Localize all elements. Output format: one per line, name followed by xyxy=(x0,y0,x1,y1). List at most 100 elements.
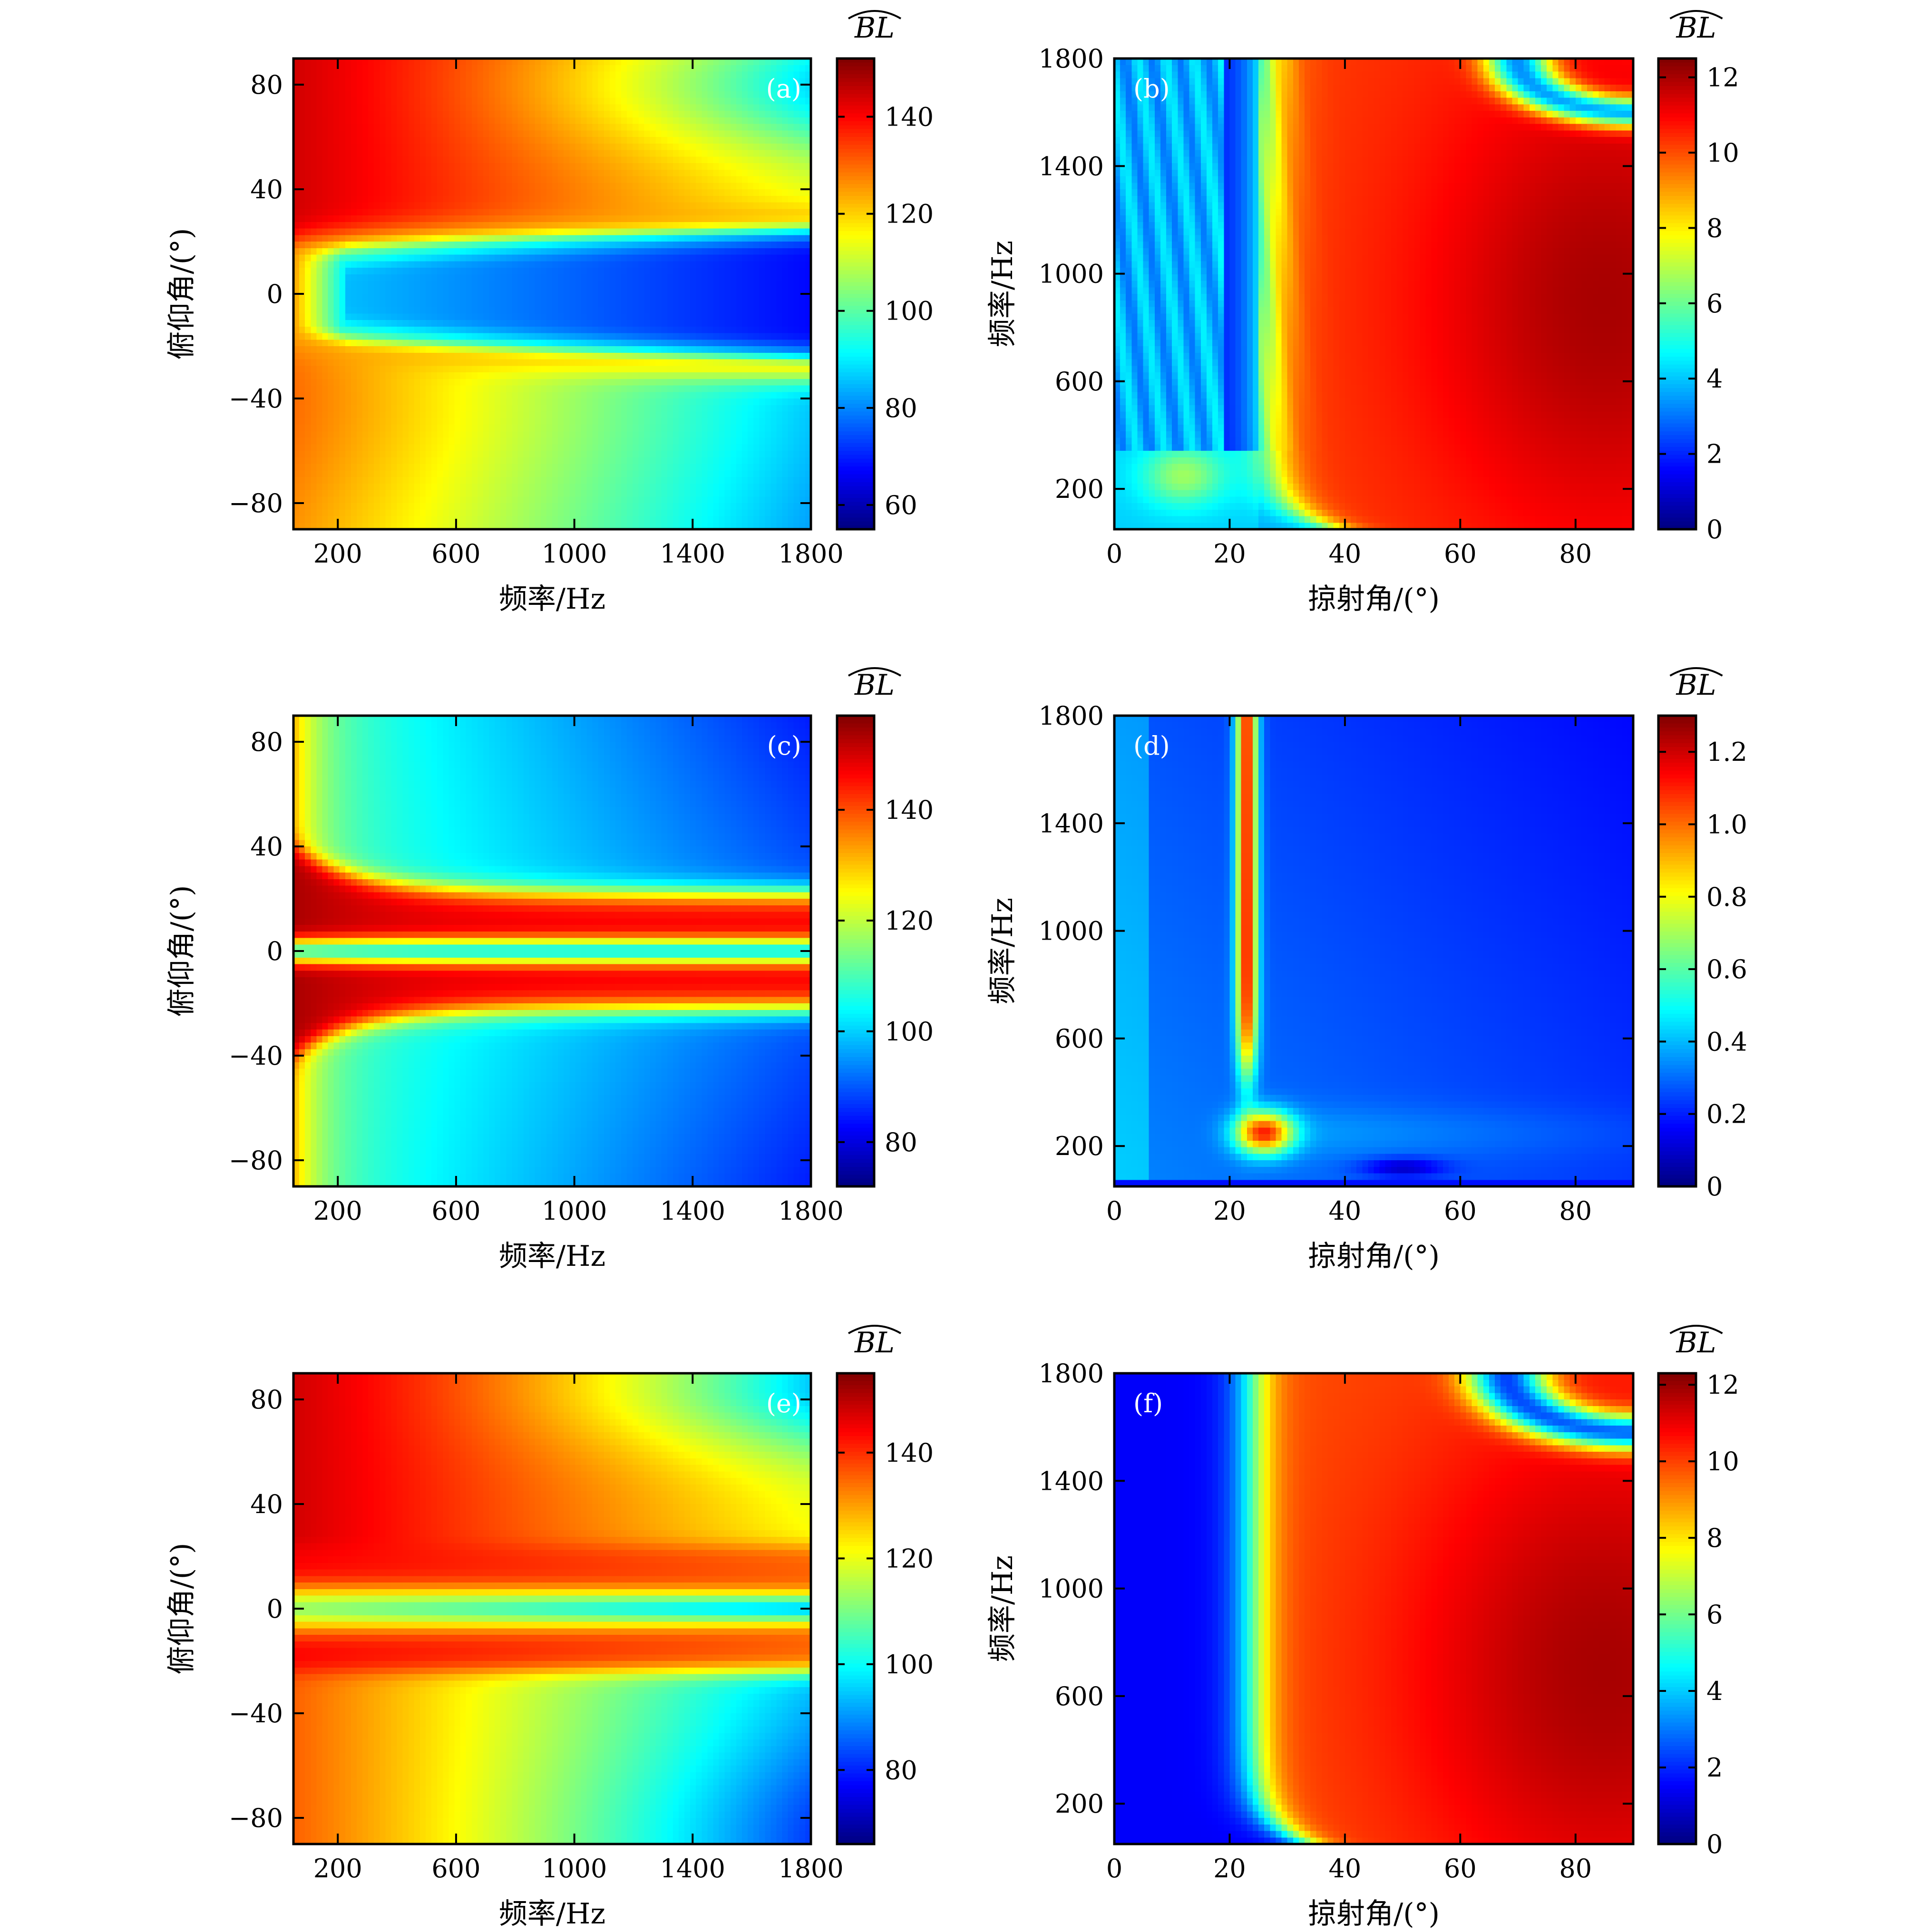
heatmap-cell xyxy=(311,65,317,72)
heatmap-cell xyxy=(472,65,478,72)
heatmap-cell xyxy=(753,91,760,98)
heatmap-cell xyxy=(552,65,558,72)
heatmap-cell xyxy=(431,104,438,111)
heatmap-cell xyxy=(650,85,656,92)
heatmap-cell xyxy=(650,91,656,98)
heatmap-cell xyxy=(725,72,731,79)
heatmap-cell xyxy=(679,72,685,79)
heatmap-cell xyxy=(725,85,731,92)
heatmap-cell xyxy=(403,104,409,111)
heatmap-cell xyxy=(593,78,599,85)
heatmap-cell xyxy=(713,104,719,111)
heatmap-cell xyxy=(707,72,713,79)
heatmap-cell xyxy=(581,98,587,105)
heatmap-cell xyxy=(782,111,789,118)
heatmap-cell xyxy=(299,72,305,79)
heatmap-cell xyxy=(524,85,530,92)
heatmap-cell xyxy=(524,78,530,85)
heatmap-cell xyxy=(799,104,806,111)
heatmap-cell xyxy=(448,72,455,79)
heatmap-cell xyxy=(478,65,484,72)
heatmap-cell xyxy=(552,91,558,98)
heatmap-cell xyxy=(483,111,489,118)
heatmap-cell xyxy=(742,72,748,79)
heatmap-cell xyxy=(788,111,794,118)
heatmap-cell xyxy=(759,104,765,111)
heatmap-cell xyxy=(598,91,604,98)
heatmap-cell xyxy=(495,65,501,72)
heatmap-cell xyxy=(587,91,593,98)
heatmap-cell xyxy=(656,104,662,111)
heatmap-cell xyxy=(731,65,737,72)
heatmap-cell xyxy=(334,65,340,72)
heatmap-cell xyxy=(334,72,340,79)
heatmap-cell xyxy=(598,117,604,125)
heatmap-cell xyxy=(753,65,760,72)
heatmap-cell xyxy=(299,104,305,111)
heatmap-cell xyxy=(742,85,748,92)
heatmap-cell xyxy=(454,78,460,85)
heatmap-cell xyxy=(403,72,409,79)
heatmap-cell xyxy=(627,91,633,98)
heatmap-cell xyxy=(742,98,748,105)
heatmap-cell xyxy=(593,98,599,105)
heatmap-cell xyxy=(397,78,403,85)
heatmap-cell xyxy=(380,104,386,111)
heatmap-cell xyxy=(466,78,472,85)
heatmap-cell xyxy=(725,104,731,111)
heatmap-cell xyxy=(748,91,754,98)
heatmap-cell xyxy=(414,65,420,72)
heatmap-cell xyxy=(322,91,328,98)
heatmap-cell xyxy=(299,65,305,72)
heatmap-cell xyxy=(517,72,524,79)
heatmap-cell xyxy=(495,85,501,92)
heatmap-cell xyxy=(615,91,622,98)
heatmap-cell xyxy=(420,91,426,98)
heatmap-cell xyxy=(466,98,472,105)
heatmap-cell xyxy=(731,91,737,98)
heatmap-cell xyxy=(673,78,679,85)
heatmap-cell xyxy=(524,72,530,79)
heatmap-cell xyxy=(731,104,737,111)
heatmap-cell xyxy=(489,91,495,98)
heatmap-cell xyxy=(713,65,719,72)
heatmap-cell xyxy=(340,65,346,72)
heatmap-cell xyxy=(385,85,391,92)
heatmap-cell xyxy=(351,104,357,111)
heatmap-cell xyxy=(340,85,346,92)
heatmap-cell xyxy=(736,78,742,85)
heatmap-cell xyxy=(558,91,564,98)
heatmap-cell xyxy=(564,85,570,92)
heatmap-cell xyxy=(742,104,748,111)
heatmap-cell xyxy=(374,72,380,79)
heatmap-cell xyxy=(454,85,460,92)
heatmap-cell xyxy=(409,104,415,111)
heatmap-cell xyxy=(334,85,340,92)
heatmap-cell xyxy=(627,117,633,125)
heatmap-cell xyxy=(409,65,415,72)
heatmap-cell xyxy=(569,111,575,118)
heatmap-cell xyxy=(426,78,432,85)
heatmap-cell xyxy=(512,98,518,105)
heatmap-cell xyxy=(385,65,391,72)
heatmap-cell xyxy=(517,65,524,72)
heatmap-cell xyxy=(621,111,627,118)
heatmap-cell xyxy=(788,104,794,111)
heatmap-cell xyxy=(656,111,662,118)
heatmap-cell xyxy=(431,85,438,92)
heatmap-cell xyxy=(656,72,662,79)
heatmap-cell xyxy=(397,91,403,98)
heatmap-cell xyxy=(362,72,369,79)
heatmap-cell xyxy=(598,78,604,85)
heatmap-cell xyxy=(466,117,472,125)
heatmap-cell xyxy=(299,85,305,92)
heatmap-cell xyxy=(472,91,478,98)
heatmap-cell xyxy=(662,78,668,85)
heatmap-cell xyxy=(311,78,317,85)
heatmap-cell xyxy=(414,85,420,92)
heatmap-cell xyxy=(483,85,489,92)
heatmap-cell xyxy=(696,98,702,105)
heatmap-cell xyxy=(495,117,501,125)
heatmap-cell xyxy=(627,98,633,105)
heatmap-cell xyxy=(610,65,616,72)
